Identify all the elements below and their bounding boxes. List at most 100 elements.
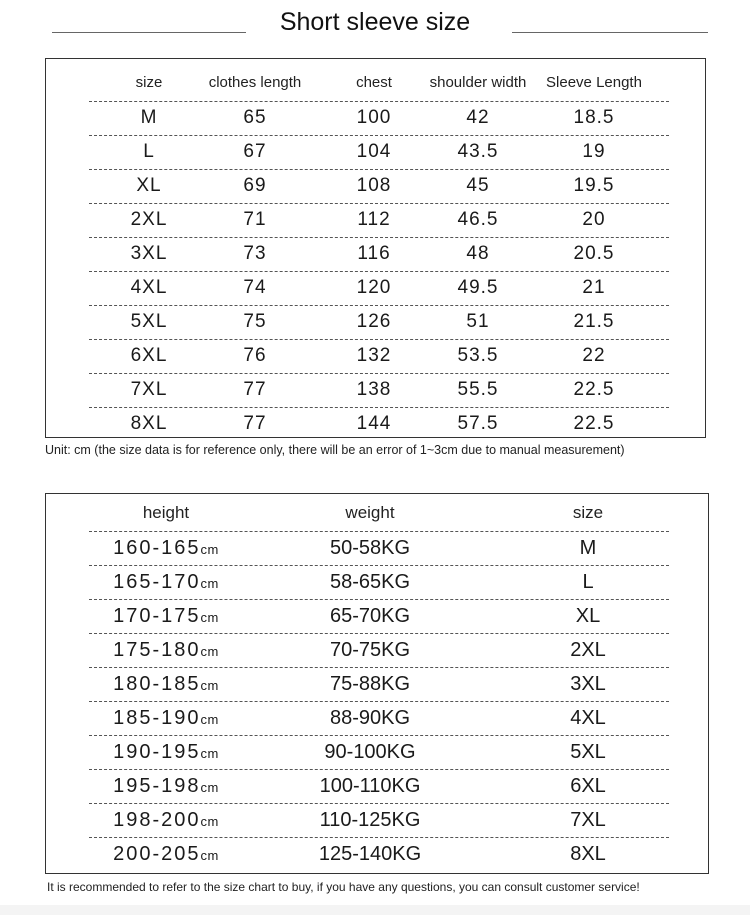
table-row: 160-165cm 50-58KG M	[46, 531, 708, 565]
cell-value: 20.5	[573, 243, 615, 264]
cell-value: 100	[356, 107, 392, 128]
cell-value: 22	[582, 345, 606, 366]
column-header: height	[142, 503, 190, 522]
cell-value: 51	[466, 311, 490, 332]
table-row: 198-200cm 110-125KG 7XL	[46, 803, 708, 837]
table-cell: 88-90KG	[300, 701, 440, 735]
table-cell: 76	[185, 339, 325, 373]
fit-table: height weight size 160-165cm 50-58KG M 165-170…	[45, 493, 709, 874]
table-cell: 19.5	[524, 169, 664, 203]
table-cell: 73	[185, 237, 325, 271]
cell-value: 90-100KG	[324, 741, 416, 763]
cell-value: 74	[243, 277, 267, 298]
table-cell: 22	[524, 339, 664, 373]
unit-label: cm	[200, 610, 219, 625]
cell-value: 5XL	[570, 741, 606, 763]
table-cell: 108	[304, 169, 444, 203]
table-row: 180-185cm 75-88KG 3XL	[46, 667, 708, 701]
table-cell: 160-165cm	[96, 531, 236, 567]
cell-value: 125-140KG	[318, 843, 422, 865]
cell-value: 170-175	[113, 605, 201, 627]
table-cell: 7XL	[518, 803, 658, 837]
table-cell: 45	[408, 169, 548, 203]
cell-value: 4XL	[130, 277, 168, 298]
table-cell: 110-125KG	[300, 803, 440, 837]
table-cell: XL	[518, 599, 658, 633]
cell-value: 3XL	[570, 673, 606, 695]
table-cell: 20	[524, 203, 664, 237]
cell-value: 77	[243, 379, 267, 400]
table-cell: 77	[185, 407, 325, 441]
table-row: 7XL 77 138 55.5 22.5	[46, 373, 705, 407]
cell-value: 126	[356, 311, 392, 332]
title-rule-left	[52, 32, 246, 33]
table-row: 3XL 73 116 48 20.5	[46, 237, 705, 271]
cell-value: 58-65KG	[329, 571, 411, 593]
table-cell: 126	[304, 305, 444, 339]
cell-value: 165-170	[113, 571, 201, 593]
table-cell: 77	[185, 373, 325, 407]
cell-value: 21.5	[573, 311, 615, 332]
table-cell: 65-70KG	[300, 599, 440, 633]
cell-value: 4XL	[570, 707, 606, 729]
table-cell: 104	[304, 135, 444, 169]
table-cell: 74	[185, 271, 325, 305]
table-row: 165-170cm 58-65KG L	[46, 565, 708, 599]
cell-value: 70-75KG	[329, 639, 411, 661]
cell-value: 8XL	[130, 413, 168, 434]
table-row: 5XL 75 126 51 21.5	[46, 305, 705, 339]
table-cell: 195-198cm	[96, 769, 236, 805]
cell-value: 69	[243, 175, 267, 196]
table-cell: 165-170cm	[96, 565, 236, 601]
table-row: L 67 104 43.5 19	[46, 135, 705, 169]
unit-label: cm	[200, 644, 219, 659]
table-cell: 46.5	[408, 203, 548, 237]
table-cell: 70-75KG	[300, 633, 440, 667]
table-row: 185-190cm 88-90KG 4XL	[46, 701, 708, 735]
cell-value: 21	[582, 277, 606, 298]
cell-value: 2XL	[130, 209, 168, 230]
unit-label: cm	[200, 678, 219, 693]
table-cell: 22.5	[524, 407, 664, 441]
cell-value: 57.5	[457, 413, 499, 434]
table-cell: 8XL	[518, 837, 658, 871]
table-cell: 2XL	[518, 633, 658, 667]
table-cell: L	[518, 565, 658, 599]
bottom-strip	[0, 905, 750, 915]
table-cell: 100	[304, 101, 444, 135]
cell-value: 195-198	[113, 775, 201, 797]
table-cell: 90-100KG	[300, 735, 440, 769]
unit-label: cm	[200, 746, 219, 761]
cell-value: 185-190	[113, 707, 201, 729]
cell-value: 200-205	[113, 843, 201, 865]
cell-value: 75	[243, 311, 267, 332]
cell-value: 2XL	[570, 639, 606, 661]
table-header-row: size clothes length chest shoulder width Sle…	[46, 66, 705, 100]
cell-value: 144	[356, 413, 392, 434]
table-row: 175-180cm 70-75KG 2XL	[46, 633, 708, 667]
column-header: shoulder width	[429, 74, 527, 91]
cell-value: 6XL	[130, 345, 168, 366]
cell-value: 22.5	[573, 413, 615, 434]
table-row: 2XL 71 112 46.5 20	[46, 203, 705, 237]
cell-value: 8XL	[570, 843, 606, 865]
cell-value: 112	[357, 209, 391, 230]
table-row: 4XL 74 120 49.5 21	[46, 271, 705, 305]
table-cell: 144	[304, 407, 444, 441]
table-cell: 18.5	[524, 101, 664, 135]
column-header: size	[572, 503, 604, 522]
table-cell: 185-190cm	[96, 701, 236, 737]
table-cell: 53.5	[408, 339, 548, 373]
cell-value: M	[579, 537, 597, 559]
cell-value: 138	[356, 379, 392, 400]
table-row: 170-175cm 65-70KG XL	[46, 599, 708, 633]
table-cell: 112	[304, 203, 444, 237]
cell-value: 88-90KG	[329, 707, 411, 729]
cell-value: L	[582, 571, 594, 593]
cell-value: 175-180	[113, 639, 201, 661]
cell-value: 67	[243, 141, 267, 162]
table-cell: 6XL	[518, 769, 658, 803]
size-table: size clothes length chest shoulder width Sle…	[45, 58, 706, 438]
table-cell: 49.5	[408, 271, 548, 305]
table-row: M 65 100 42 18.5	[46, 101, 705, 135]
